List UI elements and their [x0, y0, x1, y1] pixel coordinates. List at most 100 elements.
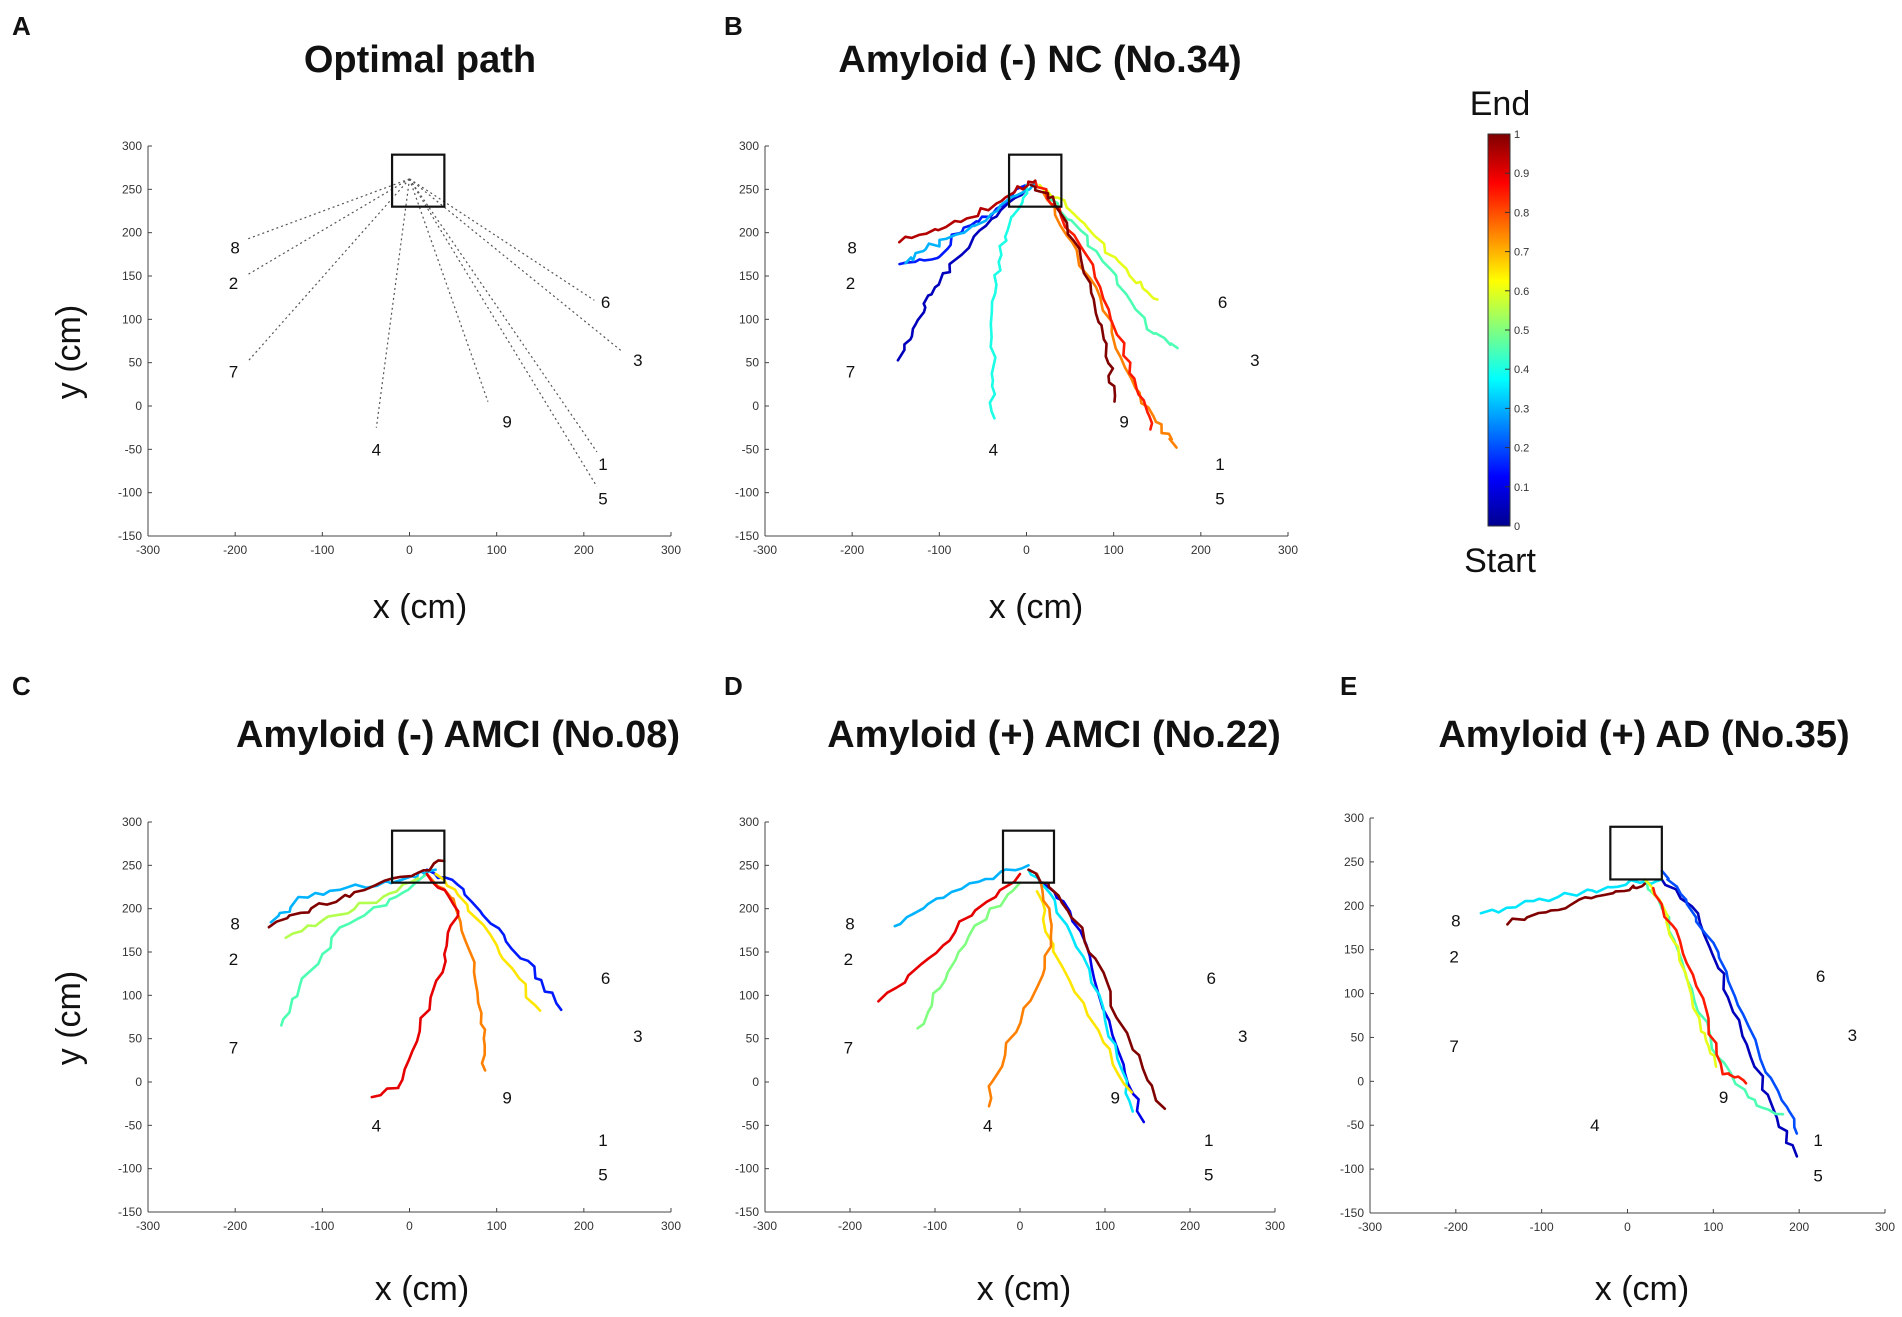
start-location-1: 1: [1215, 455, 1224, 474]
start-location-6: 6: [1816, 967, 1825, 986]
trajectory-line: [1027, 868, 1167, 1110]
start-location-8: 8: [230, 914, 239, 933]
panel-e: E Amyloid (+) AD (No.35) x (cm) -300 -200…: [1340, 671, 1895, 1308]
optimal-path-2: [247, 178, 410, 275]
x-axis-label-e: x (cm): [1595, 1270, 1689, 1308]
optimal-path-5: [408, 178, 598, 487]
y-tick-label: -150: [735, 529, 759, 543]
y-tick-label: -50: [125, 1118, 143, 1132]
trajectory-line: [988, 183, 1029, 420]
y-tick-label: -150: [1340, 1206, 1364, 1220]
colorbar-tick-label: 0.9: [1514, 168, 1529, 180]
colorbar-tick-label: 0.6: [1514, 286, 1529, 298]
x-axis-label-b: x (cm): [989, 588, 1083, 626]
panel-b: B Amyloid (-) NC (No.34) x (cm) -300 -200…: [724, 11, 1298, 626]
start-location-5: 5: [598, 1166, 607, 1185]
x-tick-label: 0: [1624, 1220, 1631, 1234]
x-axis-label-c: x (cm): [375, 1270, 469, 1308]
x-tick-label: 0: [1023, 543, 1030, 557]
x-tick-label: 200: [1789, 1220, 1809, 1234]
y-tick-label: 200: [1344, 899, 1364, 913]
start-location-3: 3: [633, 1027, 642, 1046]
start-location-1: 1: [598, 1131, 607, 1150]
trajectory-line: [896, 188, 1028, 362]
start-location-3: 3: [1848, 1026, 1857, 1045]
y-tick-label: -150: [118, 529, 142, 543]
optimal-path-6: [409, 178, 595, 301]
y-tick-label: 200: [739, 902, 759, 916]
panel-title-b: Amyloid (-) NC (No.34): [838, 39, 1241, 81]
x-tick-label: 300: [661, 1219, 681, 1233]
y-tick-label: 50: [1351, 1030, 1365, 1044]
y-tick-label: -100: [1340, 1162, 1364, 1176]
start-location-9: 9: [502, 413, 511, 432]
optimal-path-8: [248, 178, 410, 240]
x-tick-label: 100: [487, 1219, 507, 1233]
colorbar-tick-label: 1: [1514, 129, 1520, 141]
start-location-4: 4: [372, 1116, 381, 1135]
start-location-6: 6: [601, 293, 610, 312]
panel-letter-c: C: [12, 671, 31, 701]
x-tick-label: -100: [927, 543, 951, 557]
y-tick-label: 150: [1344, 943, 1364, 957]
start-location-1: 1: [1204, 1131, 1213, 1150]
x-tick-label: 300: [661, 543, 681, 557]
y-tick-label: 100: [122, 312, 142, 326]
y-tick-label: 200: [739, 226, 759, 240]
optimal-path-1: [409, 178, 598, 453]
colorbar: End 0 0.1 0.2 0.3 0.4 0.5 0.6 0.7 0.8 0.9 1 Start: [1464, 85, 1536, 580]
trajectory-line: [1479, 878, 1664, 915]
plot-area-a: -300 -200 -100 0 100 200 300 -150 -100 -50 0 50 100 1…: [118, 139, 681, 557]
x-tick-label: -100: [1530, 1220, 1554, 1234]
x-axis-label-d: x (cm): [977, 1270, 1071, 1308]
colorbar-tick-label: 0.1: [1514, 482, 1529, 494]
x-tick-label: -300: [1358, 1220, 1382, 1234]
start-location-7: 7: [229, 362, 238, 381]
colorbar-end-label: End: [1470, 85, 1531, 123]
start-location-7: 7: [1449, 1037, 1458, 1056]
panel-letter-b: B: [724, 11, 743, 41]
trajectory-line: [1033, 179, 1154, 431]
x-tick-label: 0: [406, 1219, 413, 1233]
y-tick-label: 300: [122, 815, 142, 829]
y-tick-label: 100: [1344, 987, 1364, 1001]
panel-d: D Amyloid (+) AMCI (No.22) x (cm) -300 -2…: [724, 671, 1285, 1308]
y-tick-label: -150: [118, 1205, 142, 1219]
y-tick-label: 250: [1344, 855, 1364, 869]
y-tick-label: 0: [1357, 1074, 1364, 1088]
start-location-9: 9: [1719, 1088, 1728, 1107]
y-tick-label: 50: [129, 356, 143, 370]
start-location-2: 2: [229, 950, 238, 969]
panel-title-c: Amyloid (-) AMCI (No.08): [236, 714, 680, 756]
x-tick-label: 100: [1095, 1219, 1115, 1233]
trajectory-line: [280, 872, 429, 1027]
x-tick-label: 300: [1265, 1219, 1285, 1233]
start-location-2: 2: [844, 950, 853, 969]
x-tick-label: -300: [753, 1219, 777, 1233]
x-tick-label: -200: [223, 1219, 247, 1233]
x-tick-label: 100: [1104, 543, 1124, 557]
x-tick-label: 200: [1180, 1219, 1200, 1233]
y-axis-label-a: y (cm): [50, 305, 88, 399]
trajectory-line: [1029, 183, 1117, 403]
start-location-9: 9: [502, 1089, 511, 1108]
start-location-9: 9: [1110, 1089, 1119, 1108]
panel-title-e: Amyloid (+) AD (No.35): [1438, 714, 1849, 756]
y-tick-label: -50: [742, 1118, 760, 1132]
y-tick-label: -100: [118, 486, 142, 500]
start-location-5: 5: [598, 490, 607, 509]
x-axis-label-a: x (cm): [373, 588, 467, 626]
start-location-6: 6: [1207, 969, 1216, 988]
y-tick-label: 300: [739, 815, 759, 829]
x-tick-label: 300: [1875, 1220, 1895, 1234]
colorbar-tick-label: 0: [1514, 521, 1520, 533]
x-tick-label: -100: [310, 1219, 334, 1233]
x-tick-label: -300: [136, 543, 160, 557]
plot-area-c: -300 -200 -100 0 100 200 300 -150 -100 -50 0 50 100 1…: [118, 815, 681, 1233]
panel-letter-a: A: [12, 11, 31, 41]
y-tick-label: 250: [739, 182, 759, 196]
start-location-7: 7: [846, 362, 855, 381]
x-tick-label: 100: [487, 543, 507, 557]
panel-title-a: Optimal path: [304, 39, 536, 81]
